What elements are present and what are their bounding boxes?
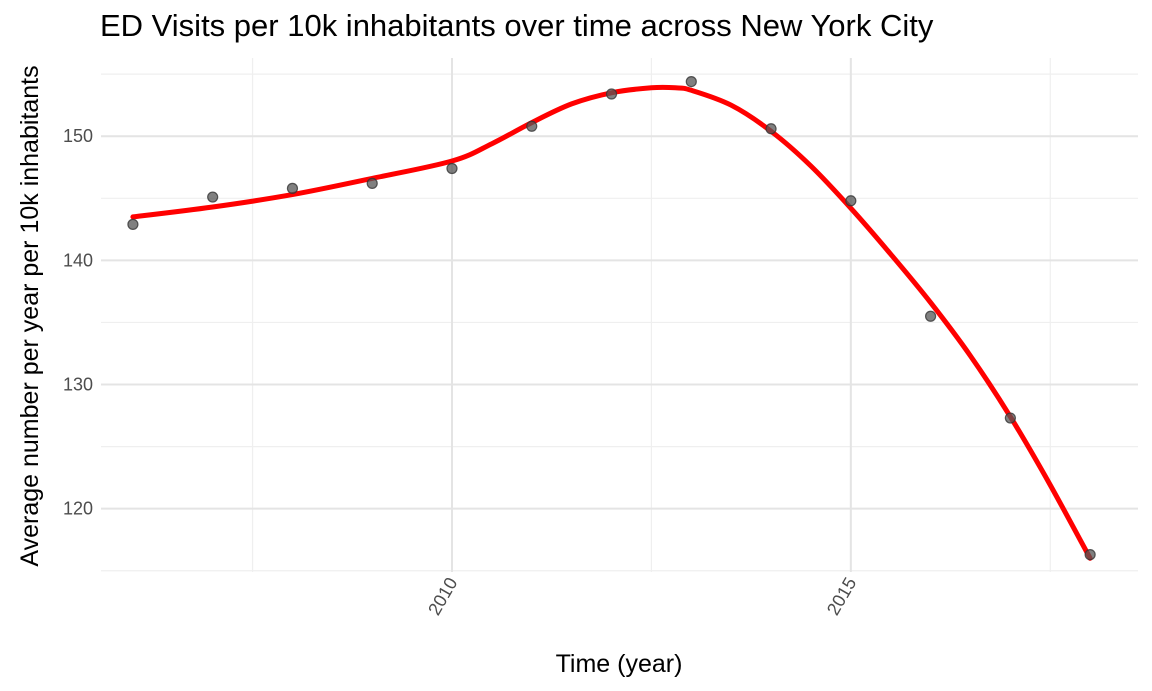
y-tick-label: 150 (63, 126, 93, 146)
points-layer (127, 75, 1096, 561)
data-point (685, 75, 697, 88)
data-point (127, 218, 139, 230)
data-point (845, 195, 857, 207)
y-tick-labels: 120 130 140 150 (63, 126, 93, 518)
data-point (286, 182, 299, 194)
y-axis-title: Average number per year per 10k inhabita… (16, 65, 44, 566)
data-point (1004, 412, 1016, 424)
minor-gridlines (101, 58, 1138, 572)
smooth-trend-line (130, 84, 1093, 561)
data-point (605, 88, 618, 100)
data-point (207, 191, 219, 203)
smooth-line-layer (130, 84, 1093, 561)
major-gridlines (101, 58, 1138, 572)
y-tick-label: 120 (63, 499, 93, 519)
data-point (924, 310, 937, 322)
data-point (526, 120, 538, 132)
data-point (366, 177, 378, 189)
chart-title: ED Visits per 10k inhabitants over time … (100, 8, 934, 43)
x-axis-title: Time (year) (556, 650, 683, 678)
data-point (1084, 549, 1096, 561)
y-tick-label: 130 (63, 375, 93, 395)
data-point (765, 123, 777, 135)
x-tick-labels: 2010 2015 (424, 574, 860, 619)
y-tick-label: 140 (63, 250, 93, 270)
x-tick-label: 2015 (823, 574, 860, 619)
x-tick-label: 2010 (424, 574, 461, 619)
data-point (446, 162, 458, 175)
